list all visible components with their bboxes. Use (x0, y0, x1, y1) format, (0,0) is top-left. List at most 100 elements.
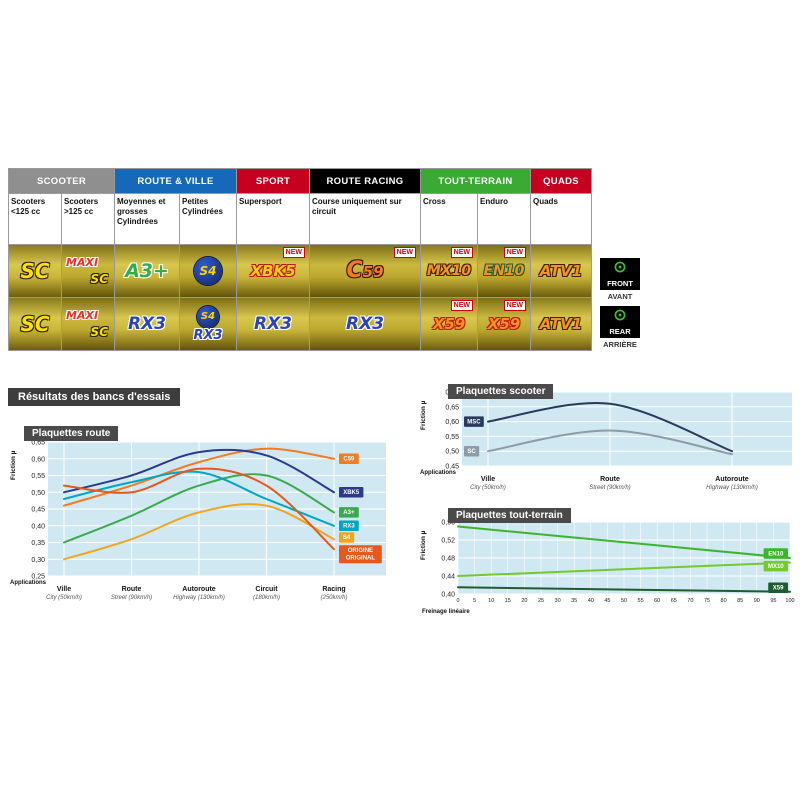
series-line-RX3 (63, 470, 335, 527)
route-chart-svg: 0,25 0,30 0,35 0,40 0,45 0,50 0,55 0,60 0,65 Fric… (10, 440, 386, 601)
svg-text:Freinage linéaire: Freinage linéaire (422, 609, 470, 615)
series-label-EN10: EN10 (763, 548, 788, 559)
front-label: FRONT (607, 279, 633, 288)
svg-text:0,65: 0,65 (445, 404, 459, 411)
svg-text:Applications: Applications (10, 580, 47, 586)
product-badge-x59: X59 (432, 314, 466, 333)
rear-badge-cell: NEW X59 (478, 298, 530, 350)
svg-text:0,30: 0,30 (31, 557, 45, 564)
svg-text:35: 35 (571, 598, 577, 604)
new-badge: NEW (503, 300, 526, 311)
svg-text:80: 80 (721, 598, 727, 604)
series-label-ORIGINE ORIGINAL: ORIGINE ORIGINAL (339, 545, 382, 564)
svg-text:Route: Route (600, 476, 620, 483)
svg-text:A3+: A3+ (343, 510, 355, 516)
product-badge-c59: C59 (346, 258, 384, 283)
product-badge-mx10: MX10 (426, 263, 472, 279)
front-badge-cell: NEW EN10 (478, 245, 530, 297)
front-badge-cell: SC (9, 245, 61, 297)
svg-text:Street (90km/h): Street (90km/h) (111, 595, 152, 601)
series-line-SC (487, 429, 733, 456)
svg-text:40: 40 (588, 598, 594, 604)
front-position-box: FRONT (600, 258, 640, 290)
svg-text:45: 45 (604, 598, 610, 604)
product-badge-a3plus: A3+ (125, 259, 169, 282)
front-badge-cell: ATV1 (531, 245, 591, 297)
rear-badge-cell: RX3 (310, 298, 420, 350)
front-badge-cell: NEW MX10 (421, 245, 477, 297)
series-label-RX3: RX3 (339, 520, 359, 531)
svg-text:60: 60 (654, 598, 660, 604)
route-chart-title: Plaquettes route (24, 426, 119, 441)
new-badge: NEW (450, 300, 473, 311)
svg-text:65: 65 (671, 598, 677, 604)
product-badge-s4: S4 (197, 306, 219, 328)
svg-text:X59: X59 (773, 586, 784, 592)
series-label-X59: X59 (768, 582, 788, 593)
scooter-chart-svg: 0,450,500,550,600,650,70Friction µVilleC… (420, 390, 792, 491)
terrain-chart-svg: 0,40 0,44 0,48 0,52 0,56 Friction µ 0 5 10 15 20 25… (420, 520, 795, 616)
series-line-MSC (487, 402, 733, 453)
svg-text:MSC: MSC (467, 419, 481, 425)
category-header-route-racing: ROUTE RACING (310, 169, 420, 193)
new-badge: NEW (393, 247, 416, 258)
product-badge-rx3: RX3 (345, 313, 385, 334)
subcategory-label: Moyennes et grosses Cylindrées (115, 194, 179, 244)
svg-text:Racing: Racing (322, 586, 345, 593)
front-badge-cell: S4 (180, 245, 236, 297)
svg-text:0,56: 0,56 (441, 520, 455, 527)
svg-text:0,48: 0,48 (441, 556, 455, 563)
product-badge-en10: EN10 (483, 263, 525, 279)
svg-text:95: 95 (770, 598, 776, 604)
product-badge-sc: SC (20, 312, 50, 336)
category-header-quads: QUADS (531, 169, 591, 193)
product-badge-rx3: RX3 (193, 328, 223, 343)
series-label-MSC: MSC (464, 416, 484, 427)
product-badge-atv1: ATV1 (539, 261, 583, 280)
series-line-MX10 (457, 561, 791, 577)
series-line-ORIGINE ORIGINAL (63, 467, 335, 551)
product-badge-rx3: RX3 (127, 313, 167, 334)
svg-text:85: 85 (737, 598, 743, 604)
svg-text:Autoroute: Autoroute (182, 586, 216, 593)
svg-text:Friction µ: Friction µ (420, 530, 427, 560)
svg-text:0,25: 0,25 (31, 574, 45, 581)
svg-text:Highway (130km/h): Highway (130km/h) (706, 485, 758, 491)
terrain-chart-panel: Plaquettes tout-terrain 0,40 0,44 0,48 0,52… (418, 508, 796, 624)
scooter-chart-panel: Plaquettes scooter 0,450,500,550,600,650… (418, 384, 796, 506)
svg-text:10: 10 (488, 598, 494, 604)
svg-text:0,55: 0,55 (445, 434, 459, 441)
terrain-chart: 0,40 0,44 0,48 0,52 0,56 Friction µ 0 5 10 15 20 25… (418, 508, 796, 629)
svg-text:Highway (130km/h): Highway (130km/h) (173, 595, 225, 601)
series-label-SC: SC (464, 445, 480, 457)
svg-text:0,40: 0,40 (31, 523, 45, 530)
svg-text:(250km/h): (250km/h) (320, 595, 347, 601)
svg-text:0: 0 (456, 598, 459, 604)
svg-text:Street (90km/h): Street (90km/h) (589, 485, 630, 491)
svg-text:0,35: 0,35 (31, 540, 45, 547)
svg-text:75: 75 (704, 598, 710, 604)
svg-text:15: 15 (505, 598, 511, 604)
series-line-EN10 (457, 525, 791, 559)
svg-text:MX10: MX10 (768, 564, 784, 570)
svg-text:Friction µ: Friction µ (420, 400, 427, 430)
subcategory-label: Supersport (237, 194, 309, 244)
svg-text:SC: SC (467, 449, 476, 455)
svg-text:ORIGINAL: ORIGINAL (346, 556, 376, 562)
route-chart: 0,25 0,30 0,35 0,40 0,45 0,50 0,55 0,60 0,65 Fric… (8, 426, 418, 631)
series-label-S4: S4 (339, 532, 355, 543)
svg-text:0,60: 0,60 (445, 419, 459, 426)
rear-badge-cell: ATV1 (531, 298, 591, 350)
series-line-S4 (63, 503, 335, 561)
series-line-A3+ (63, 473, 335, 544)
svg-text:30: 30 (555, 598, 561, 604)
rear-badge-cell: MAXI SC (62, 298, 114, 350)
rear-label: REAR (609, 327, 631, 336)
svg-text:0,45: 0,45 (445, 464, 459, 471)
scooter-chart: 0,450,500,550,600,650,70Friction µVilleC… (418, 384, 796, 511)
svg-text:Applications: Applications (420, 470, 457, 476)
svg-text:(180km/h): (180km/h) (253, 595, 280, 601)
svg-text:0,50: 0,50 (31, 490, 45, 497)
front-badge-cell: MAXI SC (62, 245, 114, 297)
front-badge-cell: NEW C59 (310, 245, 420, 297)
